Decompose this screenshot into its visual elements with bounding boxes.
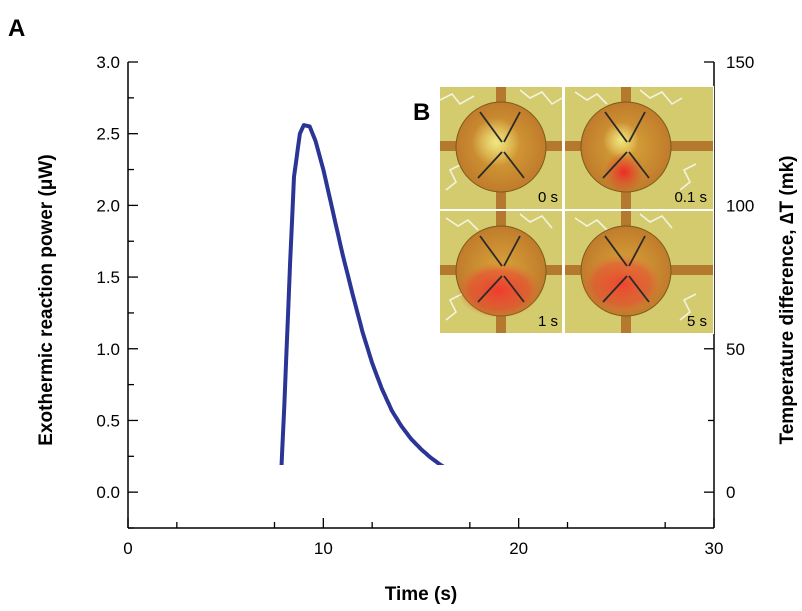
y2-tick-label: 50 bbox=[726, 340, 745, 359]
y-tick-label: 3.0 bbox=[96, 53, 120, 72]
inset-tile-0-1s: 0.1 s bbox=[565, 87, 713, 209]
y-tick-label: 1.0 bbox=[96, 340, 120, 359]
panel-label-b: B bbox=[413, 99, 430, 126]
y-tick-label: 2.5 bbox=[96, 125, 120, 144]
panel-label-a: A bbox=[8, 15, 25, 42]
y-axis-title: Exothermic reaction power (μW) bbox=[36, 154, 57, 445]
y2-tick-label: 0 bbox=[726, 483, 735, 502]
x-tick-label: 20 bbox=[509, 539, 528, 558]
y-tick-label: 0.5 bbox=[96, 411, 120, 430]
x-tick-label: 10 bbox=[314, 539, 333, 558]
y2-tick-label: 100 bbox=[726, 196, 754, 215]
x-tick-label: 0 bbox=[123, 539, 132, 558]
y2-tick-label: 150 bbox=[726, 53, 754, 72]
y-tick-label: 2.0 bbox=[96, 196, 120, 215]
y-tick-label: 1.5 bbox=[96, 268, 120, 287]
inset-time-label: 1 s bbox=[538, 313, 558, 330]
inset-time-label: 0 s bbox=[538, 189, 558, 206]
inset-tile-1s: 1 s bbox=[440, 211, 563, 333]
y2-axis-title: Temperature difference, ∆T (mk) bbox=[777, 156, 798, 445]
series-line bbox=[279, 123, 445, 465]
inset-tile-0s: 0 s bbox=[439, 87, 563, 209]
inset-time-label: 0.1 s bbox=[674, 189, 707, 206]
x-axis-title: Time (s) bbox=[385, 584, 458, 605]
x-tick-label: 30 bbox=[705, 539, 724, 558]
tick-group: 0 10 20 30 0.0 0.5 1.0 1.5 2.0 2.5 3.0 0 50 100 150 bbox=[96, 53, 754, 558]
inset-tile-5s: 5 s bbox=[565, 211, 713, 333]
inset-micrographs: B 0 s bbox=[413, 86, 714, 334]
y-tick-label: 0.0 bbox=[96, 483, 120, 502]
inset-time-label: 5 s bbox=[687, 313, 707, 330]
